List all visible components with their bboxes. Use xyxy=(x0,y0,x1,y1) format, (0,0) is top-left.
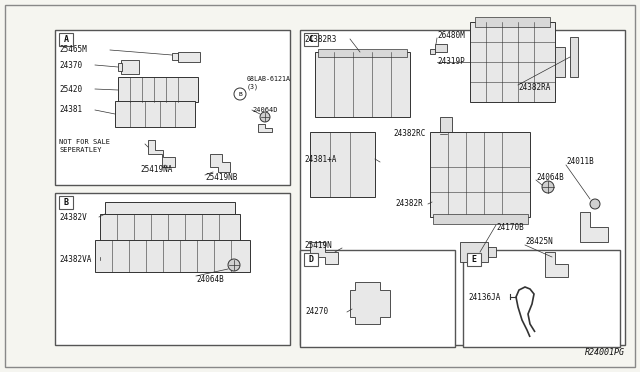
Text: 24319P: 24319P xyxy=(437,58,465,67)
Text: 28425N: 28425N xyxy=(525,237,553,247)
Bar xyxy=(467,253,481,266)
Text: 24064D: 24064D xyxy=(252,107,278,113)
Text: 24270: 24270 xyxy=(305,308,328,317)
Text: 24382V: 24382V xyxy=(59,212,87,221)
Bar xyxy=(470,22,555,102)
Text: 24382RA: 24382RA xyxy=(518,83,550,92)
Polygon shape xyxy=(545,252,568,277)
Bar xyxy=(118,63,122,71)
Polygon shape xyxy=(310,242,338,264)
Text: A: A xyxy=(63,35,68,44)
Bar xyxy=(105,202,235,214)
Text: 24170B: 24170B xyxy=(496,222,524,231)
Bar xyxy=(300,30,625,345)
Bar xyxy=(430,49,435,54)
Text: E: E xyxy=(472,255,477,264)
Bar xyxy=(121,60,139,74)
Polygon shape xyxy=(148,140,175,167)
Circle shape xyxy=(228,259,240,271)
Bar xyxy=(570,37,578,77)
Bar xyxy=(304,253,318,266)
Bar xyxy=(172,53,178,60)
Bar xyxy=(315,52,410,117)
Circle shape xyxy=(590,199,600,209)
Text: R24001PG: R24001PG xyxy=(585,348,625,357)
Polygon shape xyxy=(210,154,230,172)
Bar xyxy=(95,240,250,272)
Bar xyxy=(115,101,195,127)
Text: 26480M: 26480M xyxy=(437,31,465,39)
Bar xyxy=(178,52,200,62)
Text: 24381+A: 24381+A xyxy=(304,154,337,164)
Text: 24382R3: 24382R3 xyxy=(304,35,337,44)
Bar xyxy=(55,30,290,185)
Text: 24381: 24381 xyxy=(59,106,82,115)
Text: 24011B: 24011B xyxy=(566,157,594,167)
Text: 24370: 24370 xyxy=(59,61,82,70)
Bar xyxy=(430,132,530,217)
Bar xyxy=(488,247,496,257)
Text: 25419NB: 25419NB xyxy=(205,173,237,182)
Text: 25465M: 25465M xyxy=(59,45,87,55)
Text: 25419N: 25419N xyxy=(304,241,332,250)
Bar xyxy=(318,49,407,57)
Bar xyxy=(118,77,198,102)
Bar xyxy=(440,117,452,147)
Bar xyxy=(435,44,447,52)
Bar xyxy=(475,17,550,27)
Circle shape xyxy=(234,88,246,100)
Circle shape xyxy=(542,181,554,193)
Text: D: D xyxy=(308,255,314,264)
Text: 25419NA: 25419NA xyxy=(140,166,172,174)
Text: 24382VA: 24382VA xyxy=(59,256,92,264)
Text: 24382R: 24382R xyxy=(395,199,423,208)
Bar xyxy=(100,214,240,242)
Bar xyxy=(59,196,73,209)
Text: C: C xyxy=(308,35,314,44)
Text: B: B xyxy=(238,92,242,96)
Bar xyxy=(463,250,620,347)
Text: NOT FOR SALE
SEPERATLEY: NOT FOR SALE SEPERATLEY xyxy=(59,139,110,153)
Bar xyxy=(55,193,290,345)
Bar xyxy=(555,47,565,77)
Circle shape xyxy=(260,112,270,122)
Bar xyxy=(433,214,528,224)
Text: B: B xyxy=(63,198,68,207)
Text: 24064B: 24064B xyxy=(196,275,224,283)
Polygon shape xyxy=(580,212,608,242)
Bar xyxy=(304,33,318,46)
Bar xyxy=(310,132,375,197)
Text: 08LAB-6121A
(3): 08LAB-6121A (3) xyxy=(247,76,291,90)
Text: 24382RC: 24382RC xyxy=(393,129,426,138)
Bar xyxy=(300,250,455,347)
Bar xyxy=(59,33,73,46)
Polygon shape xyxy=(258,124,272,132)
Bar xyxy=(460,242,488,262)
Text: 24064B: 24064B xyxy=(536,173,564,182)
Polygon shape xyxy=(350,282,390,324)
Text: 25420: 25420 xyxy=(59,84,82,93)
Text: 24136JA: 24136JA xyxy=(468,292,500,301)
